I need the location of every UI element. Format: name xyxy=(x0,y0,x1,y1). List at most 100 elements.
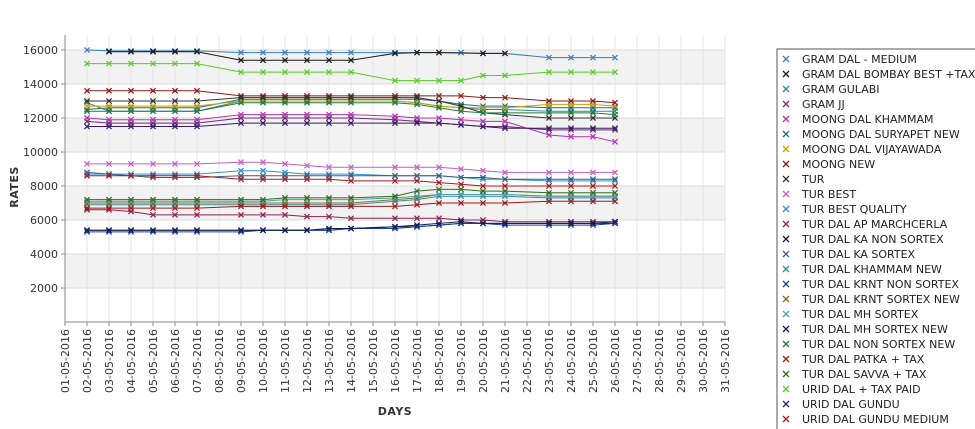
legend-label: TUR BEST QUALITY xyxy=(801,203,907,216)
series-19 xyxy=(83,99,619,118)
data-point xyxy=(413,77,421,84)
data-point xyxy=(83,103,91,110)
data-point xyxy=(567,220,575,227)
data-point xyxy=(413,114,421,122)
data-point xyxy=(83,108,91,115)
data-point xyxy=(83,60,91,67)
data-point xyxy=(237,227,245,234)
data-point xyxy=(589,220,597,227)
data-point xyxy=(435,104,443,111)
data-point xyxy=(171,116,179,123)
data-point xyxy=(545,131,553,139)
data-point xyxy=(479,50,487,57)
series-line xyxy=(87,102,616,116)
data-point xyxy=(127,47,135,54)
data-point xyxy=(457,116,465,123)
data-point xyxy=(545,97,553,105)
data-point xyxy=(347,194,355,201)
legend-marker xyxy=(782,295,790,303)
data-point xyxy=(347,99,355,106)
legend-label: URID DAL GUNDU xyxy=(802,398,900,411)
legend-label: TUR DAL KRNT SORTEX NEW xyxy=(801,293,960,306)
data-point xyxy=(545,182,553,190)
data-point xyxy=(127,87,135,94)
data-point xyxy=(149,205,157,212)
data-point xyxy=(589,169,597,176)
legend-label: TUR DAL KHAMMAM NEW xyxy=(801,263,942,276)
data-point xyxy=(193,211,201,218)
data-point xyxy=(171,227,179,234)
data-point xyxy=(149,87,157,94)
data-point xyxy=(391,120,399,127)
data-point xyxy=(567,133,575,140)
data-point xyxy=(479,199,487,207)
data-point xyxy=(171,160,179,167)
data-point xyxy=(479,167,487,174)
data-point xyxy=(105,108,113,115)
data-point xyxy=(149,103,157,110)
data-point xyxy=(127,172,135,179)
x-tick-label: 11-05-2016 xyxy=(279,329,292,393)
legend-item: TUR DAL KHAMMAM NEW xyxy=(782,263,942,276)
data-point xyxy=(501,118,509,125)
legend-marker xyxy=(782,115,790,123)
data-point xyxy=(171,205,179,212)
data-point xyxy=(193,172,201,179)
data-point xyxy=(391,203,399,210)
data-point xyxy=(611,111,619,118)
legend-label: TUR BEST xyxy=(801,188,856,201)
x-tick-label: 12-05-2016 xyxy=(301,329,314,393)
data-point xyxy=(171,47,179,54)
legend-marker xyxy=(782,160,790,168)
data-point xyxy=(281,111,289,118)
legend-marker xyxy=(782,235,790,243)
data-point xyxy=(149,108,157,115)
series-line xyxy=(87,188,615,201)
data-point xyxy=(501,125,509,132)
data-point xyxy=(171,108,179,115)
data-point xyxy=(281,211,289,218)
data-point xyxy=(127,103,135,110)
data-point xyxy=(589,176,597,183)
legend-label: TUR DAL AP MARCHCERLA xyxy=(801,218,948,231)
data-point xyxy=(567,182,575,190)
data-point xyxy=(281,120,289,127)
y-tick-label: 4000 xyxy=(30,248,58,261)
series-line xyxy=(87,175,615,187)
data-point xyxy=(611,125,619,132)
x-tick-label: 01-05-2016 xyxy=(59,329,72,393)
series-4 xyxy=(83,111,619,145)
legend-marker xyxy=(782,400,790,408)
data-point xyxy=(83,46,91,54)
legend-item: MOONG DAL SURYAPET NEW xyxy=(782,128,960,141)
legend-marker xyxy=(782,325,790,333)
legend-marker xyxy=(782,55,790,63)
data-point xyxy=(589,109,597,116)
data-point xyxy=(149,227,157,234)
data-point xyxy=(347,57,355,64)
data-point xyxy=(281,194,289,201)
data-point xyxy=(83,196,91,203)
data-point xyxy=(281,160,289,167)
data-point xyxy=(611,69,619,76)
data-point xyxy=(105,97,113,105)
data-point xyxy=(149,160,157,167)
data-point xyxy=(325,57,333,64)
data-point xyxy=(457,186,465,193)
data-point xyxy=(589,54,597,61)
series-9 xyxy=(83,159,619,176)
data-point xyxy=(391,77,399,84)
y-tick-label: 6000 xyxy=(30,214,58,227)
data-point xyxy=(105,160,113,167)
legend-marker xyxy=(782,220,790,228)
data-point xyxy=(611,176,619,183)
x-tick-label: 30-05-2016 xyxy=(697,329,710,393)
data-point xyxy=(435,97,443,105)
data-point xyxy=(127,116,135,123)
legend-item: TUR DAL KA NON SORTEX xyxy=(782,233,944,246)
x-tick-label: 09-05-2016 xyxy=(235,329,248,393)
data-point xyxy=(303,213,311,220)
data-point xyxy=(325,120,333,127)
data-point xyxy=(237,167,245,174)
data-point xyxy=(149,60,157,67)
